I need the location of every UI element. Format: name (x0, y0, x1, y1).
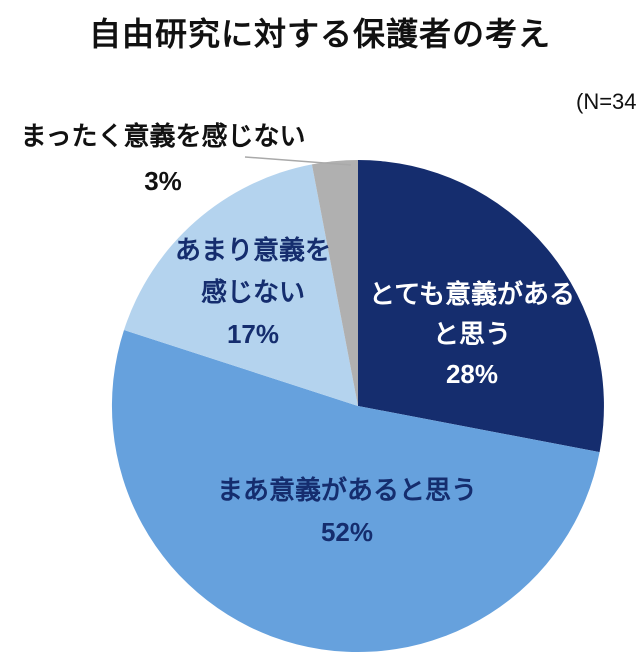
leader-line-3-percent (244, 156, 352, 166)
slice-pct-label: 17% (226, 319, 280, 349)
pie-slice-3 (311, 160, 358, 406)
label-slice-totemo: とても意義がある と思う 28% (342, 274, 602, 394)
slice-label-text: まったく意義を感じない (20, 121, 306, 151)
label-slice-maa: まあ意義があると思う 52% (187, 469, 507, 553)
slice-pct-label: 3% (144, 166, 182, 196)
pie-slice-0 (358, 160, 604, 453)
chart-title: 自由研究に対する保護者の考え (88, 16, 551, 52)
sample-size-label: (N=34 (576, 89, 637, 114)
label-slice-amari: あまり意義を 感じない 17% (133, 229, 373, 355)
pie-slice-2 (124, 164, 358, 406)
pie-slices (111, 160, 604, 653)
slice-pct-label: 52% (320, 517, 374, 547)
slice-pct-label: 28% (445, 359, 499, 389)
slice-label-text: と思う (432, 319, 511, 349)
slice-label-text: 感じない (200, 277, 305, 307)
slice-label-text: あまり意義を (174, 235, 331, 265)
label-slice-mattaku: まったく意義を感じない 3% (3, 114, 323, 204)
pie-slice-1 (111, 330, 600, 653)
slice-label-text: まあ意義があると思う (216, 475, 477, 505)
slice-label-text: とても意義がある (369, 279, 575, 309)
